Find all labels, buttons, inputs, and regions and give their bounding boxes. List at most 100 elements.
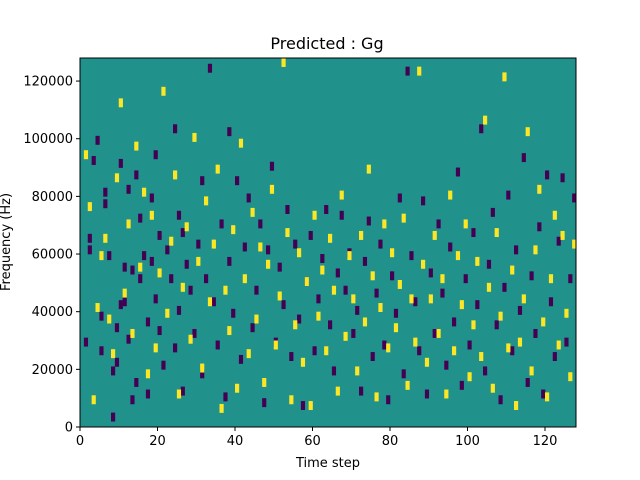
heatmap-cell-high [448, 190, 453, 200]
plot-frame [79, 57, 577, 428]
heatmap-cell-low [397, 193, 402, 203]
heatmap-cell-low [467, 340, 472, 350]
heatmap-cell-low [486, 259, 492, 269]
heatmap-cell-high [91, 395, 96, 405]
heatmap-cell-high [304, 277, 309, 287]
heatmap-cell-high [510, 265, 515, 275]
heatmap-cell-low [161, 360, 166, 370]
heatmap-cell-low [219, 219, 224, 229]
heatmap-cell-high [142, 187, 147, 197]
heatmap-cell-low [142, 251, 147, 261]
heatmap-cell-high [463, 219, 468, 229]
heatmap-cell-high [114, 173, 120, 183]
heatmap-cell-low [134, 170, 139, 180]
heatmap-cell-low [134, 377, 139, 387]
heatmap-cell-high [165, 308, 170, 318]
heatmap-cell-low [541, 389, 546, 399]
heatmap-cell-low [537, 222, 542, 232]
heatmap-cell-high [564, 308, 569, 318]
heatmap-cell-high [258, 242, 263, 252]
heatmap-cell-low [122, 262, 127, 272]
heatmap-cell-high [467, 372, 472, 382]
heatmap-cell-low [169, 274, 174, 284]
heatmap-cell-low [300, 401, 306, 410]
heatmap-cell-high [541, 317, 546, 327]
heatmap-cell-low [138, 213, 143, 223]
heatmap-cell-low [103, 199, 108, 209]
heatmap-cell-high [250, 207, 255, 217]
heatmap-cell-high [130, 328, 135, 338]
heatmap-cell-low [409, 251, 414, 261]
heatmap-cell-low [293, 239, 298, 249]
heatmap-cell-low [246, 193, 251, 203]
heatmap-cell-low [173, 124, 178, 134]
heatmap-cell-low [390, 271, 395, 281]
heatmap-cell-low [343, 285, 348, 295]
heatmap-cell-low [572, 193, 577, 203]
heatmap-cell-high [169, 236, 174, 246]
heatmap-cell-high [331, 285, 337, 295]
heatmap-cell-high [343, 331, 348, 341]
heatmap-cell-high [335, 386, 340, 396]
heatmap-cell-high [200, 363, 205, 373]
x-axis-label: Time step [295, 456, 360, 471]
heatmap-cell-high [138, 262, 143, 272]
heatmap-cell-low [149, 193, 154, 203]
heatmap-cell-low [560, 173, 565, 183]
heatmap-cell-low [440, 288, 445, 298]
heatmap-cell-low [114, 323, 120, 333]
heatmap-cell-low [103, 187, 108, 197]
heatmap-cell-low [556, 236, 561, 246]
heatmap-cell-low [432, 328, 437, 338]
heatmap-cell-high [196, 256, 201, 266]
chart-title: Predicted : Gg [270, 34, 383, 53]
heatmap-cell-low [157, 326, 162, 336]
heatmap-cell-low [176, 210, 182, 220]
heatmap-cell-low [413, 297, 418, 307]
heatmap-cell-low [227, 127, 232, 137]
heatmap-cell-low [91, 156, 96, 165]
heatmap-cell-low [374, 288, 379, 298]
heatmap-cell-low [510, 346, 515, 356]
heatmap-cell-high [99, 251, 104, 261]
y-axis-label: Frequency (Hz) [0, 193, 14, 291]
heatmap-cell-high [320, 265, 325, 275]
heatmap-cell-low [436, 219, 441, 229]
heatmap-cell-high [308, 401, 313, 410]
heatmap-cell-high [118, 98, 123, 108]
heatmap-cell-low [494, 320, 499, 330]
heatmap-cell-low [266, 245, 271, 255]
heatmap-cell-low [378, 239, 383, 249]
heatmap-cell-low [452, 317, 457, 327]
heatmap-cell-high [382, 219, 387, 229]
heatmap-cell-low [533, 328, 538, 338]
heatmap-cell-low [455, 167, 461, 177]
heatmap-cell-high [211, 239, 216, 249]
heatmap-cell-low [417, 346, 422, 356]
heatmap-cell-high [374, 392, 379, 402]
heatmap-cell-low [223, 392, 228, 402]
x-axis-ticks: 0 20 40 60 80 100 120 [76, 427, 557, 449]
heatmap-cell-low [351, 328, 356, 338]
heatmap-cell-high [421, 259, 426, 269]
heatmap-cell-low [111, 412, 116, 422]
heatmap-cell-low [118, 300, 123, 310]
heatmap-cell-low [149, 256, 154, 266]
heatmap-cell-low [250, 323, 255, 333]
x-tick-label: 0 [76, 434, 84, 449]
heatmap-cell-high [537, 184, 542, 194]
heatmap-cell-high [161, 86, 166, 96]
heatmap-cell-high [238, 138, 244, 148]
heatmap-cell-high [471, 320, 476, 330]
heatmap-cell-low [471, 228, 476, 238]
heatmap-cell-high [173, 170, 178, 180]
heatmap-cell-low [180, 228, 185, 238]
heatmap-cell-high [459, 300, 464, 310]
heatmap-cell-high [83, 150, 89, 160]
heatmap-cell-high [122, 288, 127, 298]
heatmap-cell-low [517, 305, 523, 315]
heatmap-cell-low [490, 207, 495, 217]
heatmap-cell-high [188, 334, 193, 344]
heatmap-cell-low [324, 205, 329, 214]
